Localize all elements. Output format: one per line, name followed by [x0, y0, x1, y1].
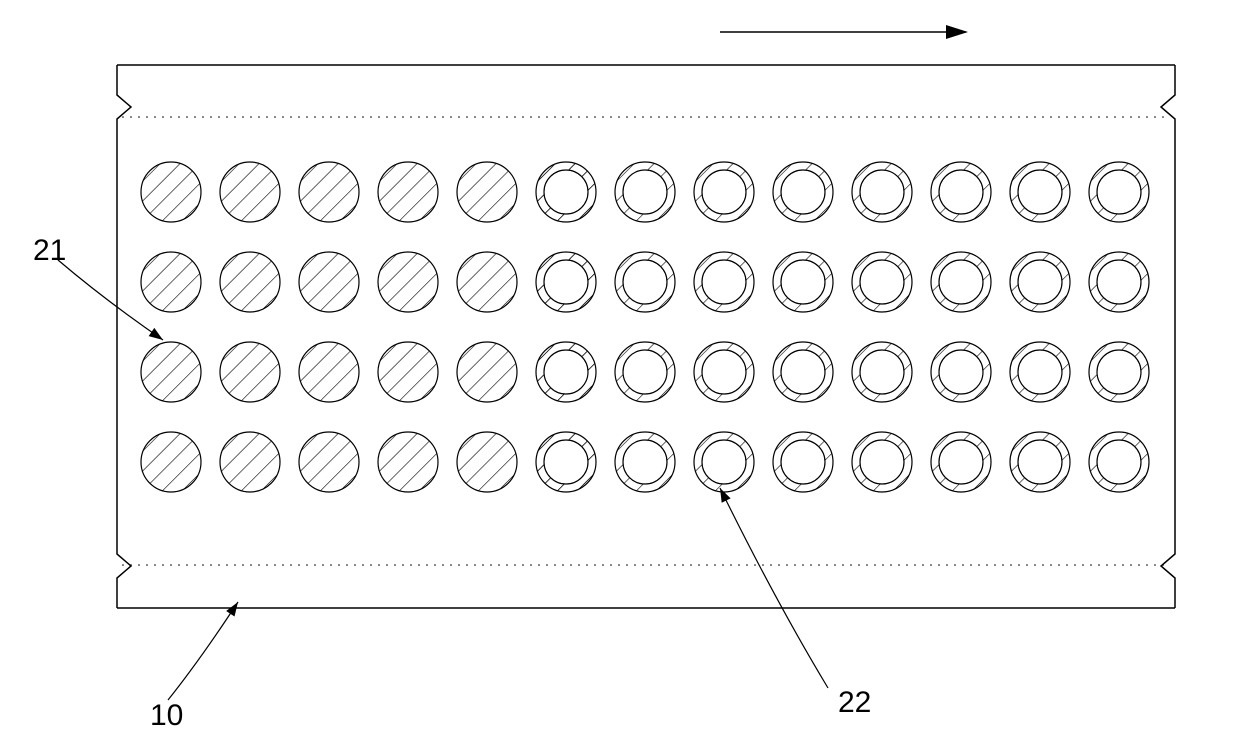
ring-circle — [931, 342, 991, 402]
ring-circle — [1089, 432, 1149, 492]
ring-circle — [852, 252, 912, 312]
solid-circle — [378, 342, 438, 402]
ring-circle — [931, 252, 991, 312]
hybrid-circle — [536, 252, 596, 312]
ring-circle — [1010, 342, 1070, 402]
ring-circle — [694, 162, 754, 222]
solid-circle — [299, 162, 359, 222]
solid-circle — [378, 432, 438, 492]
solid-circle — [220, 162, 280, 222]
hybrid-circle — [536, 162, 596, 222]
ring-circle — [931, 162, 991, 222]
direction-arrow-head — [946, 25, 968, 39]
ring-circle — [931, 432, 991, 492]
diagram-svg: 21 10 22 — [0, 0, 1240, 748]
ring-circle — [1089, 252, 1149, 312]
hybrid-circle — [536, 432, 596, 492]
ring-circle — [1010, 432, 1070, 492]
label-bottom: 10 — [150, 699, 183, 732]
ring-circle — [615, 162, 675, 222]
ring-circle — [773, 252, 833, 312]
solid-circle — [220, 432, 280, 492]
ring-circle — [773, 162, 833, 222]
solid-circle — [220, 342, 280, 402]
ring-circle — [1010, 162, 1070, 222]
ring-circle — [852, 162, 912, 222]
ring-circle — [1089, 342, 1149, 402]
leader-22 — [720, 488, 828, 688]
solid-circle — [457, 432, 517, 492]
ring-circle — [773, 342, 833, 402]
ring-circle — [1010, 252, 1070, 312]
leader-10 — [168, 602, 238, 700]
ring-circle — [615, 252, 675, 312]
hybrid-circle — [536, 342, 596, 402]
label-right: 22 — [838, 686, 871, 719]
solid-circle — [457, 162, 517, 222]
ring-circle — [694, 432, 754, 492]
solid-circle — [299, 252, 359, 312]
ring-circle — [694, 252, 754, 312]
solid-circle — [141, 432, 201, 492]
ring-circle — [852, 342, 912, 402]
solid-circle — [141, 252, 201, 312]
ring-circle — [615, 342, 675, 402]
solid-circle — [457, 342, 517, 402]
solid-circle — [299, 342, 359, 402]
ring-circle — [615, 432, 675, 492]
solid-circle — [299, 432, 359, 492]
solid-circle — [220, 252, 280, 312]
ring-circle — [694, 342, 754, 402]
solid-circle — [141, 162, 201, 222]
ring-circle — [1089, 162, 1149, 222]
solid-circle — [378, 252, 438, 312]
solid-circle — [378, 162, 438, 222]
solid-circle — [141, 342, 201, 402]
ring-circle — [773, 432, 833, 492]
label-left: 21 — [33, 234, 66, 267]
solid-circle — [457, 252, 517, 312]
ring-circle — [852, 432, 912, 492]
circle-grid — [141, 162, 1149, 492]
